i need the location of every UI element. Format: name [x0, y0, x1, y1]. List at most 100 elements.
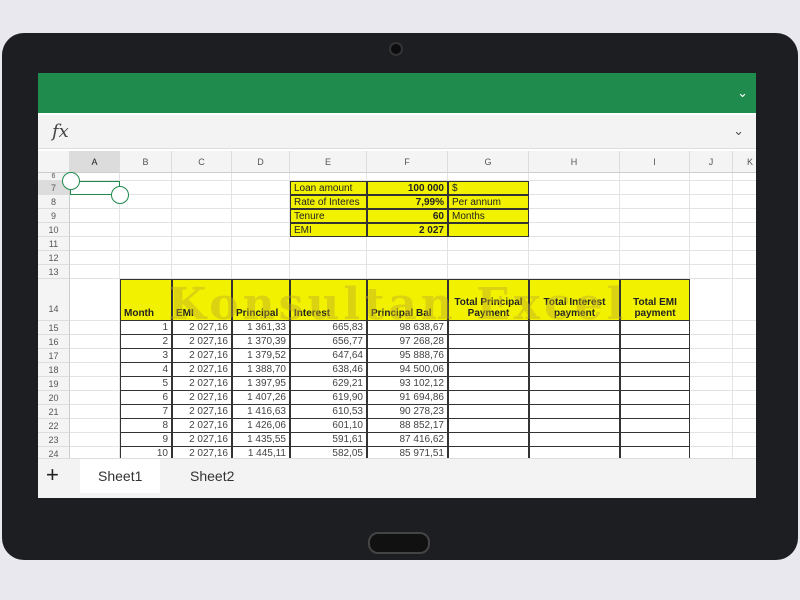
input-value[interactable]: 60 [367, 209, 448, 223]
column-header-g[interactable]: G [448, 151, 529, 173]
table-cell[interactable]: 1 379,52 [232, 349, 290, 363]
spreadsheet-grid[interactable]: A B C D E F G H I J K 6 7 8 9 10 11 12 13 14 15 16 17 18 19 20 21 2… [38, 151, 756, 463]
row-header-8[interactable]: 8 [38, 195, 70, 209]
table-cell[interactable]: 97 268,28 [367, 335, 448, 349]
row-header-20[interactable]: 20 [38, 391, 70, 405]
table-cell[interactable]: 1 370,39 [232, 335, 290, 349]
table-cell[interactable] [448, 363, 529, 377]
table-cell[interactable]: 95 888,76 [367, 349, 448, 363]
row-header-9[interactable]: 9 [38, 209, 70, 223]
table-cell[interactable]: 601,10 [290, 419, 367, 433]
table-cell[interactable] [448, 433, 529, 447]
table-cell[interactable]: 90 278,23 [367, 405, 448, 419]
table-cell[interactable] [529, 349, 620, 363]
column-header-j[interactable]: J [690, 151, 733, 173]
table-cell[interactable] [529, 391, 620, 405]
selection-handle[interactable] [111, 186, 129, 204]
table-cell[interactable] [529, 433, 620, 447]
table-cell[interactable] [620, 363, 690, 377]
row-header-12[interactable]: 12 [38, 251, 70, 265]
table-cell[interactable]: 619,90 [290, 391, 367, 405]
row-header-14[interactable]: 14 [38, 279, 70, 321]
table-cell[interactable]: 1 361,33 [232, 321, 290, 335]
table-cell[interactable]: 7 [120, 405, 172, 419]
column-header-f[interactable]: F [367, 151, 448, 173]
row-header-23[interactable]: 23 [38, 433, 70, 447]
table-cell[interactable]: 91 694,86 [367, 391, 448, 405]
table-cell[interactable]: 638,46 [290, 363, 367, 377]
column-header-h[interactable]: H [529, 151, 620, 173]
column-header-k[interactable]: K [733, 151, 756, 173]
table-cell[interactable]: 610,53 [290, 405, 367, 419]
table-cell[interactable]: 87 416,62 [367, 433, 448, 447]
table-cell[interactable] [620, 405, 690, 419]
table-cell[interactable] [620, 349, 690, 363]
table-cell[interactable]: 8 [120, 419, 172, 433]
table-cell[interactable] [620, 419, 690, 433]
table-cell[interactable]: 1 426,06 [232, 419, 290, 433]
table-cell[interactable] [620, 391, 690, 405]
table-cell[interactable]: 6 [120, 391, 172, 405]
row-header-10[interactable]: 10 [38, 223, 70, 237]
row-header-13[interactable]: 13 [38, 265, 70, 279]
column-header-e[interactable]: E [290, 151, 367, 173]
table-cell[interactable] [448, 377, 529, 391]
table-cell[interactable]: 629,21 [290, 377, 367, 391]
tab-sheet1[interactable]: Sheet1 [80, 459, 161, 493]
input-value[interactable]: 100 000 [367, 181, 448, 195]
table-cell[interactable] [448, 419, 529, 433]
table-cell[interactable] [448, 321, 529, 335]
selection-handle[interactable] [62, 172, 80, 190]
row-header-11[interactable]: 11 [38, 237, 70, 251]
table-cell[interactable]: 2 027,16 [172, 377, 232, 391]
table-cell[interactable]: 1 435,55 [232, 433, 290, 447]
table-cell[interactable]: 1 407,26 [232, 391, 290, 405]
table-cell[interactable] [448, 349, 529, 363]
table-cell[interactable]: 656,77 [290, 335, 367, 349]
chevron-down-icon[interactable]: ⌄ [737, 85, 748, 100]
row-header-17[interactable]: 17 [38, 349, 70, 363]
column-header-d[interactable]: D [232, 151, 290, 173]
row-header-22[interactable]: 22 [38, 419, 70, 433]
expand-formula-icon[interactable]: ⌄ [733, 123, 744, 138]
table-cell[interactable]: 2 027,16 [172, 349, 232, 363]
row-header-19[interactable]: 19 [38, 377, 70, 391]
table-cell[interactable] [529, 419, 620, 433]
table-cell[interactable]: 5 [120, 377, 172, 391]
input-value[interactable]: 2 027 [367, 223, 448, 237]
table-cell[interactable]: 2 027,16 [172, 433, 232, 447]
table-cell[interactable]: 88 852,17 [367, 419, 448, 433]
table-cell[interactable] [529, 321, 620, 335]
table-cell[interactable]: 1 388,70 [232, 363, 290, 377]
table-cell[interactable]: 1 [120, 321, 172, 335]
table-cell[interactable]: 1 397,95 [232, 377, 290, 391]
table-cell[interactable] [448, 391, 529, 405]
table-cell[interactable] [529, 363, 620, 377]
table-cell[interactable]: 3 [120, 349, 172, 363]
table-cell[interactable]: 2 [120, 335, 172, 349]
table-cell[interactable] [529, 405, 620, 419]
column-header-b[interactable]: B [120, 151, 172, 173]
table-cell[interactable]: 2 027,16 [172, 405, 232, 419]
column-header-a[interactable]: A [70, 151, 120, 173]
table-cell[interactable]: 665,83 [290, 321, 367, 335]
tab-sheet2[interactable]: Sheet2 [190, 468, 235, 484]
column-header-i[interactable]: I [620, 151, 690, 173]
row-header-18[interactable]: 18 [38, 363, 70, 377]
column-header-c[interactable]: C [172, 151, 232, 173]
home-button[interactable] [368, 532, 430, 554]
table-cell[interactable]: 4 [120, 363, 172, 377]
table-cell[interactable] [620, 321, 690, 335]
table-cell[interactable]: 2 027,16 [172, 335, 232, 349]
table-cell[interactable] [448, 405, 529, 419]
table-cell[interactable]: 9 [120, 433, 172, 447]
row-header-15[interactable]: 15 [38, 321, 70, 335]
table-cell[interactable] [620, 433, 690, 447]
table-cell[interactable]: 93 102,12 [367, 377, 448, 391]
input-value[interactable]: 7,99% [367, 195, 448, 209]
table-cell[interactable] [620, 377, 690, 391]
formula-bar[interactable]: fx ⌄ [38, 115, 756, 149]
table-cell[interactable]: 98 638,67 [367, 321, 448, 335]
row-header-21[interactable]: 21 [38, 405, 70, 419]
add-sheet-button[interactable]: + [46, 462, 59, 487]
